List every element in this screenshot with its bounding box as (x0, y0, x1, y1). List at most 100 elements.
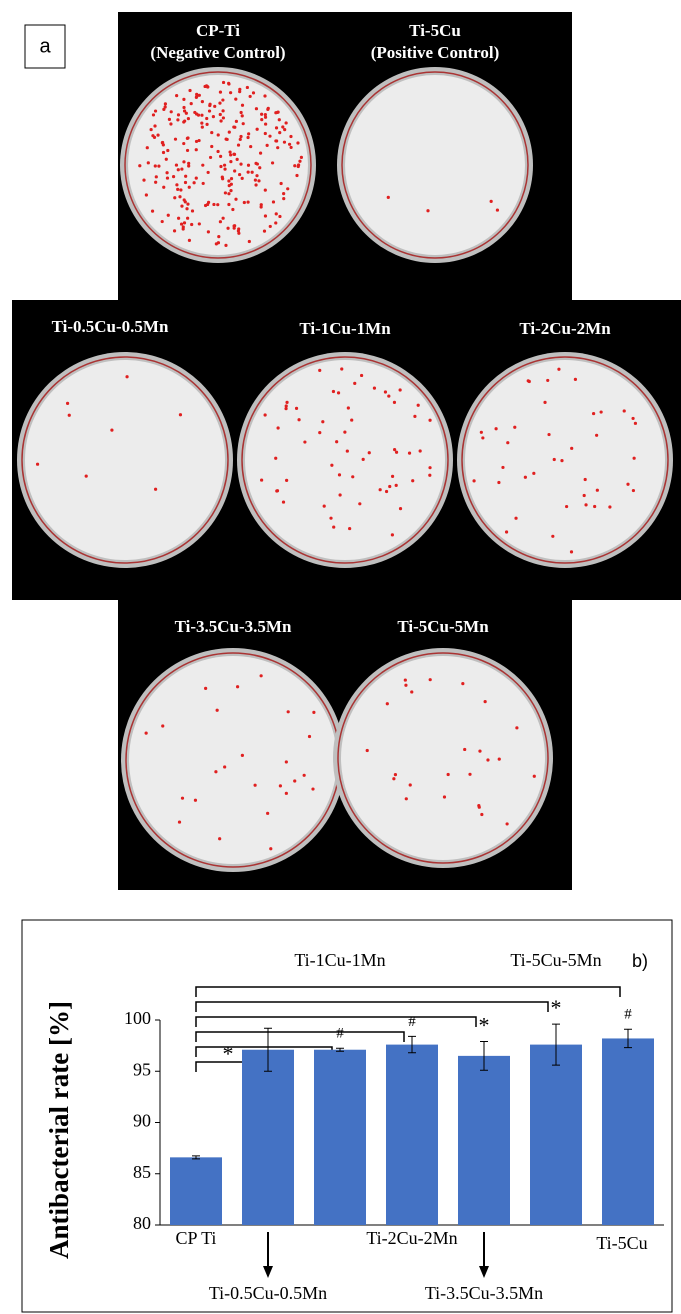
colony (234, 98, 237, 101)
colony (183, 109, 186, 112)
colony (392, 777, 395, 780)
colony (266, 812, 269, 815)
colony (175, 94, 178, 97)
colony (168, 118, 171, 121)
colony (205, 84, 208, 87)
colony (251, 171, 254, 174)
colony (233, 224, 236, 227)
colony (506, 822, 509, 825)
colony (478, 806, 481, 809)
colony (195, 177, 198, 180)
colony (289, 135, 292, 138)
colony (278, 118, 281, 121)
colony (546, 379, 549, 382)
colony (222, 217, 225, 220)
colony (584, 503, 587, 506)
colony (153, 124, 156, 127)
colony (193, 181, 196, 184)
colony (275, 212, 278, 215)
colony (233, 169, 236, 172)
colony (584, 478, 587, 481)
colony (175, 163, 178, 166)
colony (246, 86, 249, 89)
colony (428, 474, 431, 477)
colony (260, 113, 263, 116)
colony (177, 113, 180, 116)
colony (239, 135, 242, 138)
y-tick-label: 90 (133, 1111, 151, 1131)
plate-label: Ti-1Cu-1Mn (299, 319, 391, 338)
colony (404, 684, 407, 687)
colony (212, 203, 215, 206)
colony (152, 113, 155, 116)
colony (275, 139, 278, 142)
colony (260, 203, 263, 206)
plate-label: Ti-0.5Cu-0.5Mn (52, 317, 169, 336)
colony (222, 81, 225, 84)
colony (271, 161, 274, 164)
colony (187, 164, 190, 167)
colony (419, 449, 422, 452)
colony (180, 205, 183, 208)
colony (201, 126, 204, 129)
colony (353, 382, 356, 385)
colony (286, 187, 289, 190)
colony (360, 374, 363, 377)
colony (216, 203, 219, 206)
colony (276, 489, 279, 492)
colony (164, 102, 167, 105)
colony (384, 390, 387, 393)
colony (287, 710, 290, 713)
colony (282, 192, 285, 195)
colony (394, 773, 397, 776)
colony (264, 122, 267, 125)
colony (229, 91, 232, 94)
colony (254, 179, 257, 182)
colony (156, 134, 159, 137)
colony (173, 229, 176, 232)
bar (458, 1056, 510, 1225)
colony (408, 452, 411, 455)
colony (227, 179, 230, 182)
colony (235, 120, 238, 123)
colony (274, 111, 277, 114)
colony (335, 440, 338, 443)
colony (481, 436, 484, 439)
colony (182, 120, 185, 123)
colony (154, 164, 157, 167)
colony (515, 726, 518, 729)
colony (447, 773, 450, 776)
colony (227, 82, 230, 85)
colony (182, 142, 185, 145)
colony (494, 427, 497, 430)
colony (281, 125, 284, 128)
colony (429, 678, 432, 681)
colony (280, 182, 283, 185)
colony (259, 151, 262, 154)
colony (478, 750, 481, 753)
colony (463, 748, 466, 751)
colony (204, 687, 207, 690)
colony (188, 89, 191, 92)
colony (165, 158, 168, 161)
colony (157, 165, 160, 168)
y-tick-label: 100 (124, 1008, 151, 1028)
colony (234, 198, 237, 201)
colony (169, 122, 172, 125)
colony (274, 221, 277, 224)
plate-label: (Positive Control) (371, 43, 500, 62)
colony (177, 217, 180, 220)
colony (348, 527, 351, 530)
colony (395, 484, 398, 487)
colony (266, 144, 269, 147)
x-tick-label: Ti-5Cu (596, 1233, 647, 1253)
colony (318, 369, 321, 372)
plate (245, 360, 445, 560)
colony (608, 505, 611, 508)
colony (217, 235, 220, 238)
colony (514, 517, 517, 520)
colony (252, 91, 255, 94)
panel-label: b) (632, 951, 648, 971)
colony (155, 175, 158, 178)
colony (264, 214, 267, 217)
